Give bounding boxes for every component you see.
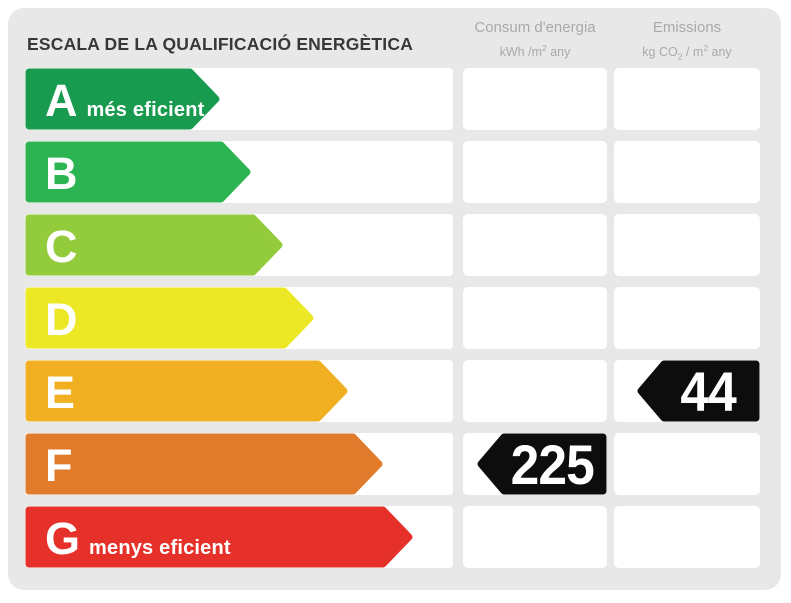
arrow-label: E [25, 360, 348, 422]
emissions-unit-base: kg CO [642, 45, 678, 60]
arrow-shape [25, 68, 220, 130]
grade-letter: A [45, 75, 78, 126]
arrow-shape [25, 141, 251, 203]
consum-unit-tail: any [546, 45, 571, 60]
emissions-unit-tail: any [708, 45, 732, 60]
emissions-unit-sup: 2 [703, 43, 709, 53]
arrow-label: F [25, 433, 383, 495]
emissions-cell [614, 287, 760, 349]
rating-row-B: B [8, 141, 781, 203]
energy-scale-panel: ESCALA DE LA QUALIFICACIÓ ENERGÈTICA Con… [8, 8, 781, 590]
arrow-shape [25, 506, 413, 568]
grade-letter: C [45, 221, 78, 272]
rating-row-F: F [8, 433, 781, 495]
consum-header-unit: kWh /m2 any [463, 40, 607, 60]
rating-arrow-C: C [25, 214, 283, 276]
emissions-value-text: 44 [680, 359, 737, 423]
rating-row-D: D [8, 287, 781, 349]
grade-letter: F [45, 440, 73, 491]
emissions-header-unit: kg CO2 / m2 any [614, 40, 760, 65]
rating-row-C: C [8, 214, 781, 276]
consum-cell [463, 141, 607, 203]
consum-unit-sup: 2 [541, 43, 547, 53]
grade-letter: B [45, 148, 78, 199]
rating-arrow-E: E [25, 360, 348, 422]
grade-note: menys eficient [89, 537, 231, 559]
grade-letter: G [45, 513, 81, 564]
badge-arrow-shape [477, 433, 607, 495]
consum-header-label: Consum d'energia [474, 19, 596, 36]
grade-letter: E [45, 367, 76, 418]
emissions-unit-sub: 2 [677, 51, 683, 62]
rating-arrow-F: F [25, 433, 383, 495]
emissions-unit-mid: / m [682, 45, 704, 60]
emissions-value-badge: 44 [637, 359, 760, 423]
arrow-shape [25, 433, 383, 495]
emissions-value: 44 [637, 359, 760, 423]
page-title: ESCALA DE LA QUALIFICACIÓ ENERGÈTICA [27, 34, 414, 54]
arrow-label: D [25, 287, 314, 349]
consum-value-text: 225 [510, 432, 594, 496]
consum-unit-base: kWh /m [499, 45, 542, 60]
consum-column-header: Consum d'energia kWh /m2 any [463, 18, 607, 60]
consum-cell [463, 506, 607, 568]
emissions-column-header: Emissions kg CO2 / m2 any [614, 18, 760, 65]
consum-cell [463, 214, 607, 276]
grade-letter: D [45, 294, 78, 345]
emissions-cell [614, 68, 760, 130]
arrow-shape [25, 287, 314, 349]
emissions-cell [614, 433, 760, 495]
arrow-label: C [25, 214, 283, 276]
rating-arrow-D: D [25, 287, 314, 349]
consum-cell [463, 68, 607, 130]
consum-cell [463, 287, 607, 349]
consum-value: 225 [477, 432, 607, 496]
arrow-shape [25, 360, 348, 422]
consum-value-badge: 225 [477, 432, 607, 496]
emissions-cell [614, 506, 760, 568]
consum-cell [463, 360, 607, 422]
arrow-shape [25, 214, 283, 276]
emissions-header-label: Emissions [652, 19, 722, 36]
badge-arrow-shape [637, 360, 760, 422]
emissions-cell [614, 214, 760, 276]
emissions-cell [614, 141, 760, 203]
rating-arrow-B: B [25, 141, 251, 203]
grade-note: més eficient [86, 99, 205, 121]
arrow-label: B [25, 141, 251, 203]
